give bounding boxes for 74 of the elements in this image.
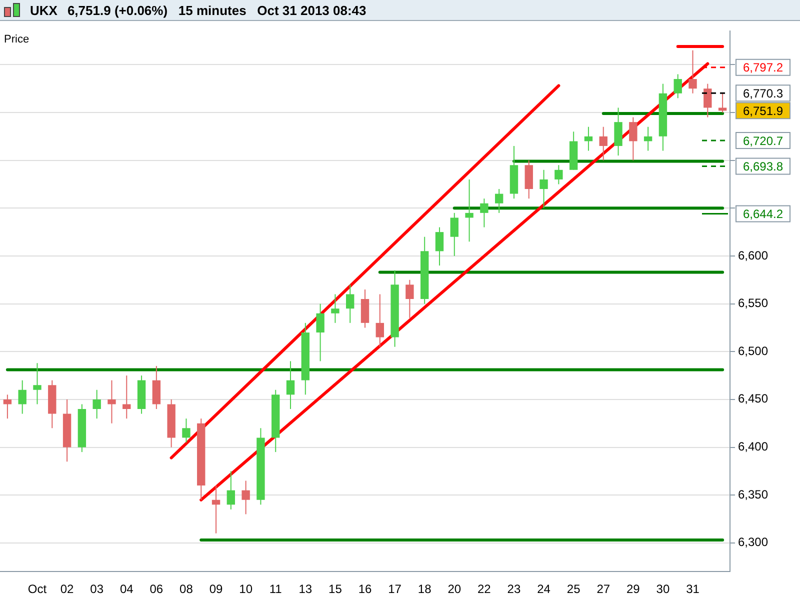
y-tick-label: 6,400: [738, 440, 768, 454]
ref-line-label: 6,644.2: [742, 207, 784, 222]
x-tick-label: 04: [120, 582, 134, 596]
x-tick-label: 06: [150, 582, 164, 596]
y-tick-label: 6,450: [738, 392, 768, 406]
candlestick: [704, 83, 712, 118]
y-tick-label: 6,500: [738, 344, 768, 358]
x-tick-label: 30: [656, 582, 670, 596]
candlestick: [494, 188, 504, 214]
y-tick-label: 6,350: [738, 487, 768, 502]
candlestick: [599, 126, 608, 161]
candlestick: [376, 294, 384, 348]
x-tick-label: 13: [298, 582, 312, 596]
x-tick-label: 15: [328, 582, 342, 596]
y-tick-label: 6,300: [738, 535, 768, 550]
candlestick: [614, 107, 622, 156]
candlestick: [346, 284, 354, 324]
candlestick: [718, 92, 727, 113]
candlestick: [316, 303, 324, 362]
candlestick: [122, 375, 131, 420]
x-tick-label: 17: [388, 582, 402, 596]
y-axis-title: Price: [4, 34, 30, 46]
candlestick: [286, 360, 295, 410]
candlestick: [182, 418, 190, 443]
chart-subtitle: 6,751.9 (+0.06%) 15 minutes Oct 31 2013 08:43: [67, 2, 366, 18]
ref-line-label: 6,720.7: [742, 134, 784, 148]
ref-line-label: 6,770.3: [742, 86, 784, 100]
candlestick: [674, 74, 682, 99]
candlestick: [406, 279, 414, 319]
candlestick: [480, 198, 488, 228]
x-tick-label: 08: [180, 582, 194, 596]
ref-line-label: 6,797.2: [742, 60, 784, 75]
candlestick: [33, 362, 42, 405]
x-tick-label: 11: [269, 582, 282, 596]
candlestick: [644, 126, 652, 152]
x-tick-label: 31: [686, 582, 700, 596]
candlestick: [465, 178, 474, 242]
x-tick-label: 10: [239, 582, 253, 596]
candlestick: [450, 212, 458, 256]
y-tick-label: 6,600: [738, 248, 768, 262]
candlestick: [688, 50, 697, 94]
chart-title: UKX: [30, 2, 58, 18]
x-tick-label: 24: [537, 582, 551, 596]
x-tick-label: 29: [626, 582, 640, 596]
candlestick: [360, 288, 370, 328]
ref-line-label: 6,693.8: [742, 160, 784, 174]
x-tick-label: 23: [507, 582, 521, 596]
candlestick: [524, 160, 533, 200]
x-tick-label: 16: [358, 582, 372, 596]
candlestick: [629, 116, 638, 161]
candlestick: [3, 394, 12, 420]
x-tick-label: 22: [478, 582, 492, 596]
candlestick: [152, 365, 161, 410]
x-tick-label: 25: [566, 582, 581, 596]
candlestick: [242, 480, 250, 515]
candlestick: [108, 380, 116, 424]
x-tick-label: 27: [596, 582, 610, 596]
x-tick-label: 18: [418, 582, 432, 596]
y-tick-label: 6,550: [738, 296, 768, 310]
candlestick: [540, 169, 548, 209]
x-tick-label: Oct: [28, 582, 48, 596]
candlestick: [554, 164, 563, 185]
text: 6,751.9: [742, 104, 784, 118]
x-tick-label: 09: [209, 582, 224, 596]
candlestick: [226, 470, 236, 510]
x-tick-label: 20: [448, 582, 462, 596]
x-tick-label: 02: [60, 582, 74, 596]
candlestick: [212, 485, 220, 534]
candlestick: [435, 226, 444, 266]
candlestick: [331, 294, 340, 324]
x-tick-label: 03: [90, 582, 104, 596]
candlestick: [92, 389, 101, 420]
candlestick: [584, 126, 593, 152]
candlestick: [18, 380, 26, 414]
